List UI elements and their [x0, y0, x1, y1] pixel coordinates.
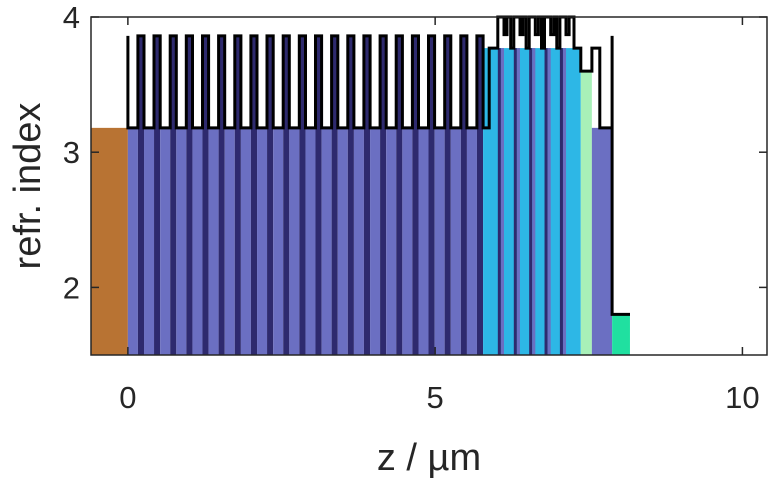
spacer-layer [580, 71, 592, 355]
dbr-low-layer [386, 127, 397, 355]
dbr-high-layer [137, 35, 145, 355]
dbr-low-layer [240, 127, 251, 355]
plot-frame [90, 16, 768, 356]
dbr-high-layer [315, 35, 322, 355]
quantum-well-layer [513, 48, 517, 355]
dbr-low-layer [144, 127, 155, 355]
barrier-layer [547, 48, 551, 355]
y-tick-label: 2 [63, 270, 80, 305]
dbr-low-layer [434, 127, 445, 355]
barrier-layer [516, 48, 520, 355]
dbr-low-layer [127, 127, 138, 355]
x-axis-label: z / µm [377, 437, 481, 479]
dbr-high-layer [412, 35, 419, 355]
dbr-low-layer [257, 127, 268, 355]
dbr-low-layer [402, 127, 413, 355]
x-tick-label: 10 [725, 380, 759, 415]
quantum-well-layer [559, 48, 563, 355]
dbr-high-layer [428, 35, 435, 355]
dbr-high-layer [331, 35, 338, 355]
axis-ticks: 0 5 10 2 3 4 [63, 0, 767, 415]
dbr-high-layer [444, 35, 451, 355]
dbr-low-layer [176, 127, 187, 355]
dbr-low-layer [224, 127, 235, 355]
dbr-high-layer [267, 35, 274, 355]
layer-fills [91, 35, 630, 355]
barrier-layer [500, 48, 504, 355]
dbr-low-layer [450, 127, 461, 355]
dbr-high-layer [396, 35, 403, 355]
dbr-high-layer [380, 35, 387, 355]
barrier-layer [532, 48, 536, 355]
barrier-layer [562, 48, 567, 355]
y-axis-label: refr. index [7, 103, 49, 270]
dbr-low-layer [337, 127, 348, 355]
dbr-high-layer [186, 35, 193, 355]
quantum-well-layer [529, 48, 533, 355]
y-tick-label: 4 [63, 0, 80, 35]
dbr-high-layer [476, 35, 484, 355]
dbr-high-layer [283, 35, 290, 355]
dbr-high-layer [347, 35, 354, 355]
dbr-low-layer [305, 127, 316, 355]
dbr-high-layer [460, 35, 467, 355]
dbr-high-layer [218, 35, 225, 355]
dbr-high-layer [234, 35, 241, 355]
dbr-low-layer [273, 127, 284, 355]
x-tick-label: 0 [119, 380, 136, 415]
dbr-low-layer [370, 127, 381, 355]
dbr-low-layer [353, 127, 364, 355]
dbr-low-layer [289, 127, 300, 355]
top-dbr-layer [591, 127, 613, 355]
quantum-well-layer [497, 48, 501, 355]
dbr-high-layer [250, 35, 258, 355]
dbr-low-layer [418, 127, 429, 355]
substrate-layer [91, 127, 128, 355]
x-tick-label: 5 [427, 380, 444, 415]
dbr-low-layer [160, 127, 171, 355]
dbr-high-layer [363, 35, 371, 355]
oxide-layer [612, 314, 630, 355]
dbr-low-layer [192, 127, 203, 355]
dbr-low-layer [466, 127, 477, 355]
dbr-high-layer [170, 35, 177, 355]
dbr-high-layer [299, 35, 306, 355]
y-tick-label: 3 [63, 135, 80, 170]
dbr-high-layer [154, 35, 161, 355]
dbr-low-layer [208, 127, 219, 355]
quantum-well-layer [544, 48, 548, 355]
dbr-high-layer [202, 35, 209, 355]
dbr-low-layer [321, 127, 332, 355]
